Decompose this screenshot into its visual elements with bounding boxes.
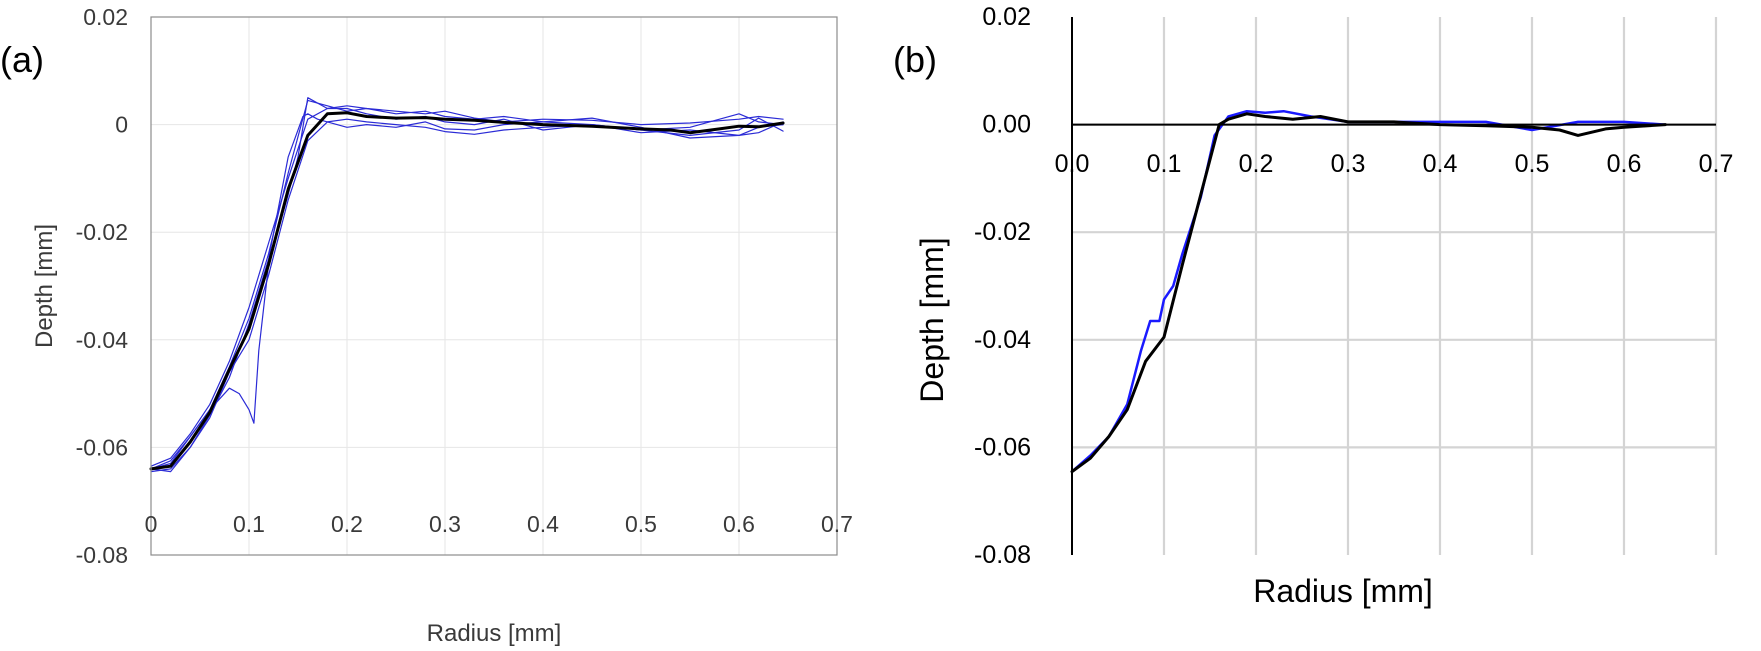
x-tick-label: 0.2: [331, 511, 363, 537]
y-tick-label: 0.02: [83, 4, 128, 30]
x-tick-label: 0.7: [1699, 150, 1734, 178]
y-tick-label: -0.04: [76, 327, 129, 353]
x-tick-label: 0.5: [625, 511, 657, 537]
x-tick-label: 0.4: [1423, 150, 1458, 178]
x-tick-labels-b: 0.0 0.1 0.2 0.3 0.4 0.5 0.6 0.7: [1055, 150, 1734, 178]
y-tick-labels-b: 0.02 0.00 -0.02 -0.04 -0.06 -0.08: [974, 3, 1031, 569]
chart-panel-b: 0.0 0.1 0.2 0.3 0.4 0.5 0.6 0.7 0.02 0.00 -0.02 -0…: [893, 3, 1733, 609]
panel-label-a: (a): [0, 39, 44, 80]
x-axis-label-b: Radius [mm]: [1253, 573, 1433, 609]
x-tick-label: 0.6: [723, 511, 755, 537]
x-tick-label: 0.2: [1239, 150, 1274, 178]
y-tick-label: -0.08: [974, 541, 1031, 569]
x-tick-labels-a: 0 0.1 0.2 0.3 0.4 0.5 0.6 0.7: [145, 511, 853, 537]
sample-profile-line: [150, 105, 784, 467]
y-tick-label: 0: [115, 112, 128, 138]
x-tick-label: 0.5: [1515, 150, 1550, 178]
series-group-b: [1070, 109, 1667, 474]
sample-profile-line: [1070, 109, 1667, 473]
y-axis-label-a: Depth [mm]: [31, 224, 58, 348]
x-tick-label: 0.0: [1055, 150, 1090, 178]
mean-profile-line: [1070, 112, 1667, 474]
x-tick-label: 0.7: [821, 511, 853, 537]
y-tick-label: -0.02: [76, 219, 128, 245]
mean-profile-line: [149, 111, 785, 471]
sample-profile-line: [150, 113, 784, 473]
x-tick-label: 0.6: [1607, 150, 1642, 178]
x-axis-label-a: Radius [mm]: [427, 620, 562, 647]
x-tick-label: 0.1: [233, 511, 265, 537]
plot-frame-a: [150, 16, 838, 556]
x-tick-label: 0.3: [429, 511, 461, 537]
y-tick-label: -0.02: [974, 218, 1031, 246]
x-tick-label: 0.1: [1147, 150, 1182, 178]
series-group-a: [149, 97, 785, 473]
y-tick-label: 0.00: [982, 111, 1031, 139]
y-tick-label: 0.02: [982, 3, 1031, 31]
y-tick-label: -0.08: [76, 542, 128, 568]
plot-area-a: [151, 17, 837, 555]
x-tick-label: 0.3: [1331, 150, 1366, 178]
y-axis-label-b: Depth [mm]: [914, 237, 950, 402]
x-tick-label: 0: [145, 511, 158, 537]
y-tick-label: -0.04: [974, 326, 1031, 354]
y-tick-label: -0.06: [974, 433, 1031, 461]
chart-panel-a: 0 0.1 0.2 0.3 0.4 0.5 0.6 0.7 0.02 0 -0.02 -0.04 -0…: [0, 4, 853, 647]
y-tick-labels-a: 0.02 0 -0.02 -0.04 -0.06 -0.08: [76, 4, 129, 568]
y-tick-label: -0.06: [76, 434, 128, 460]
panel-label-b: (b): [893, 39, 937, 80]
x-tick-label: 0.4: [527, 511, 559, 537]
grid-b: [1072, 17, 1718, 555]
